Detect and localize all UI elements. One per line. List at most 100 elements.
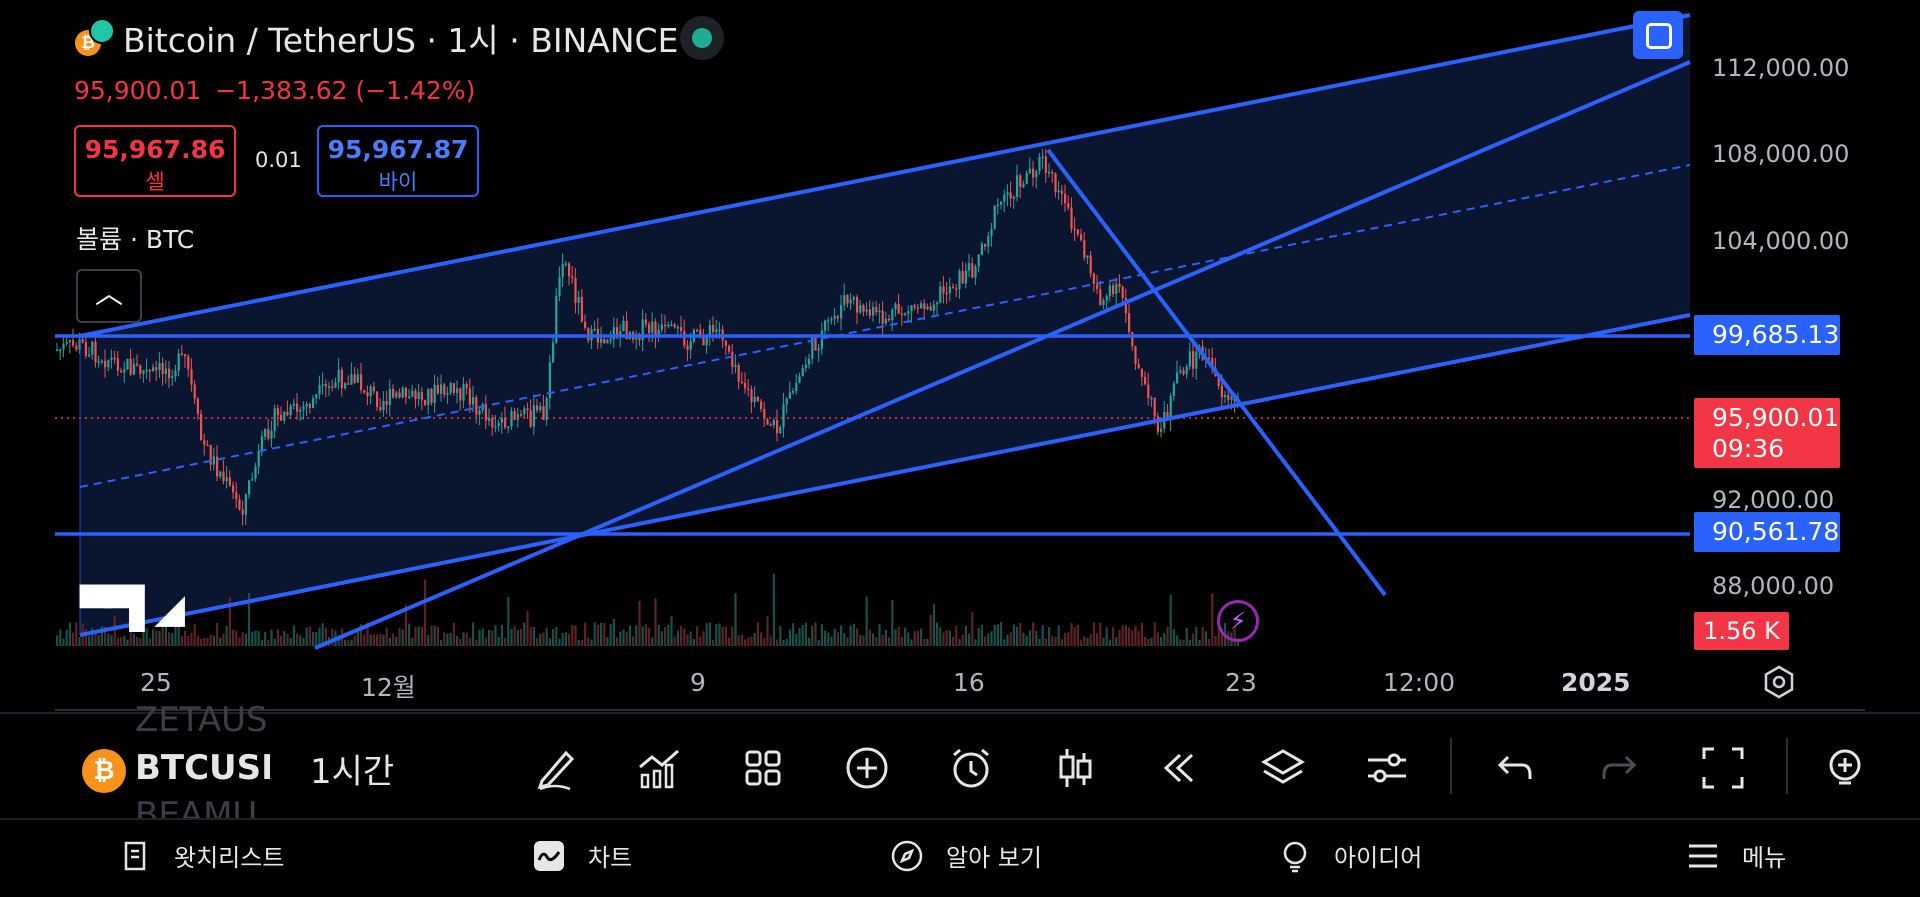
candle-body — [702, 336, 705, 346]
candle-body — [798, 376, 801, 383]
candle-body — [395, 392, 398, 398]
pencil-icon[interactable] — [530, 743, 580, 793]
volume-bar — [904, 627, 907, 646]
volume-indicator-label[interactable]: 볼륨 · BTC — [76, 225, 195, 254]
candle-body — [123, 369, 126, 373]
toolbar-divider — [1450, 738, 1452, 794]
nav-chart[interactable]: 차트 — [532, 838, 632, 873]
volume-bar — [654, 598, 657, 646]
trend-line-steep[interactable] — [314, 60, 1691, 650]
grid-icon[interactable] — [738, 743, 788, 793]
nav-watchlist-label: 왓치리스트 — [174, 844, 285, 872]
level-price-label[interactable]: 99,685.13 — [1694, 315, 1840, 355]
volume-bar — [1134, 625, 1137, 646]
volume-bar — [196, 635, 199, 646]
settings-sliders-icon[interactable] — [1362, 743, 1412, 793]
symbol-title[interactable]: Bitcoin / TetherUS · 1시 · BINANCE — [123, 21, 679, 60]
candle-body — [760, 401, 763, 410]
market-status-icon[interactable] — [680, 16, 724, 60]
fullscreen-icon[interactable] — [1698, 743, 1748, 793]
chart-settings-icon[interactable] — [1762, 665, 1796, 699]
lightning-icon[interactable]: ⚡ — [1217, 600, 1259, 642]
undo-icon[interactable] — [1490, 743, 1540, 793]
volume-bar — [923, 638, 926, 646]
volume-bar — [920, 628, 923, 646]
volume-bar — [590, 639, 593, 646]
volume-bar — [1211, 593, 1214, 646]
level-price-label[interactable]: 90,561.78 — [1694, 512, 1840, 552]
replay-icon[interactable] — [1154, 743, 1204, 793]
sell-button[interactable]: 95,967.86 셀 — [74, 125, 236, 197]
candle-body — [1230, 397, 1233, 400]
volume-bar — [1140, 622, 1143, 646]
candle-body — [766, 418, 769, 425]
candle-body — [526, 408, 529, 411]
candle-body — [1000, 201, 1003, 205]
volume-bar — [312, 631, 315, 646]
candle-body — [1147, 384, 1150, 399]
candle-body — [1217, 376, 1220, 386]
nav-ideas[interactable]: 아이디어 — [1278, 838, 1422, 873]
symbol-selector[interactable]: BTCUSD — [135, 748, 270, 788]
volume-bar — [152, 629, 155, 646]
candle-body — [811, 337, 814, 359]
volume-bar — [702, 631, 705, 646]
fullscreen-toggle-icon[interactable] — [1633, 11, 1683, 59]
volume-bar — [158, 631, 161, 646]
candle-body — [433, 384, 436, 403]
nav-menu[interactable]: 메뉴 — [1686, 838, 1786, 873]
candle-body — [577, 296, 580, 303]
nav-watchlist[interactable]: 왓치리스트 — [118, 838, 284, 873]
volume-bar — [1118, 629, 1121, 646]
interval-selector[interactable]: 1시간 — [310, 752, 395, 792]
volume-bar — [475, 639, 478, 646]
trend-line-down[interactable] — [1046, 148, 1387, 597]
volume-bar — [532, 626, 535, 646]
channel-top-line[interactable] — [79, 13, 1691, 338]
candle-body — [872, 306, 875, 316]
volume-bar — [644, 624, 647, 646]
plus-circle-icon[interactable] — [842, 743, 892, 793]
channel-bottom-line[interactable] — [79, 313, 1691, 637]
candle-body — [868, 309, 871, 316]
layers-icon[interactable] — [1258, 743, 1308, 793]
candle-body — [926, 306, 929, 310]
candle-body — [1038, 157, 1041, 172]
volume-bar — [980, 625, 983, 646]
candle-body — [212, 456, 215, 465]
candle-body — [363, 389, 366, 393]
candles-icon[interactable] — [1050, 743, 1100, 793]
volume-bar — [129, 631, 132, 646]
candle-body — [177, 353, 180, 371]
price-chart[interactable] — [0, 0, 1920, 712]
volume-bar — [683, 628, 686, 646]
buy-button[interactable]: 95,967.87 바이 — [317, 125, 479, 197]
add-indicator-icon[interactable] — [1820, 743, 1870, 793]
candle-body — [1185, 366, 1188, 375]
candle-body — [440, 384, 443, 394]
candle-body — [318, 385, 321, 395]
volume-bar — [78, 637, 81, 646]
volume-bar — [308, 626, 311, 646]
candle-body — [676, 327, 679, 329]
indicators-icon[interactable] — [634, 743, 684, 793]
collapse-legend-button[interactable]: ︿ — [76, 269, 142, 323]
alarm-icon[interactable] — [946, 743, 996, 793]
volume-bar — [1080, 639, 1083, 646]
volume-bar — [360, 624, 363, 646]
volume-bar — [936, 622, 939, 646]
candle-body — [878, 310, 881, 313]
candle-body — [328, 386, 331, 388]
candle-body — [152, 367, 155, 372]
candle-body — [382, 400, 385, 411]
nav-ideas-label: 아이디어 — [1334, 844, 1423, 872]
volume-bar — [769, 636, 772, 646]
volume-bar — [849, 625, 852, 646]
candle-body — [331, 386, 334, 388]
candle-body — [1019, 175, 1022, 187]
volume-bar — [852, 623, 855, 646]
candle-body — [1067, 203, 1070, 208]
nav-explore[interactable]: 알아 보기 — [890, 838, 1042, 873]
volume-bar — [1201, 626, 1204, 646]
candle-body — [776, 420, 779, 434]
